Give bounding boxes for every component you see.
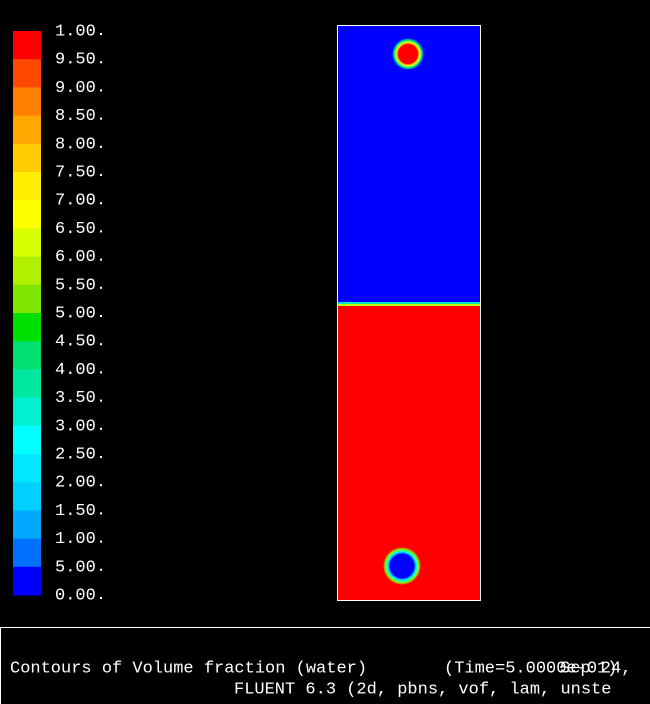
label-dot [100, 286, 102, 289]
colorbar-block [13, 369, 41, 399]
colorbar-block [13, 425, 41, 455]
footer-time: (Time=5.0000e-01) [444, 659, 617, 678]
colorbar-block [13, 256, 41, 286]
colorbar-label: 2.50 [55, 445, 96, 464]
contour-domain [337, 25, 481, 601]
footer-box [0, 627, 650, 704]
colorbar-label: 8.50 [55, 107, 96, 126]
colorbar-label: 3.00 [55, 417, 96, 436]
label-dot [100, 230, 102, 233]
droplet [392, 38, 424, 70]
colorbar-block [13, 397, 41, 427]
label-dot [100, 61, 102, 64]
colorbar-label: 5.50 [55, 276, 96, 295]
label-dot [100, 117, 102, 120]
colorbar-block [13, 482, 41, 511]
label-dot [100, 343, 102, 346]
colorbar-block [13, 510, 41, 540]
colorbar-label: 1.00 [55, 530, 96, 549]
colorbar-block [13, 143, 41, 173]
label-dot [100, 484, 102, 487]
footer-title: Contours of Volume fraction (water) [10, 659, 367, 678]
colorbar-block [13, 566, 41, 596]
label-dot [100, 427, 102, 430]
colorbar-label: 7.00 [55, 192, 96, 211]
label-dot [100, 33, 102, 35]
colorbar-label: 6.50 [55, 220, 96, 239]
domain-border [337, 25, 481, 601]
colorbar-block [13, 313, 41, 342]
colorbar-block [13, 538, 41, 568]
colorbar-block [13, 172, 41, 201]
colorbar-label: 5.00 [55, 558, 96, 577]
colorbar-label: 9.50 [55, 51, 96, 70]
colorbar-block [13, 200, 41, 229]
colorbar-block [13, 59, 41, 88]
colorbar-block [13, 228, 41, 258]
interface [338, 302, 480, 304]
label-dot [100, 145, 102, 148]
colorbar-block [13, 87, 41, 117]
colorbar-label: 1.50 [55, 502, 96, 521]
label-dot [100, 315, 102, 317]
colorbar-label: 4.00 [55, 361, 96, 380]
colorbar-label: 7.50 [55, 163, 96, 182]
colorbar-label: 6.00 [55, 248, 96, 267]
air-region [338, 26, 480, 303]
label-dot [100, 512, 102, 515]
label-dot [100, 371, 102, 374]
colorbar-block [13, 31, 41, 60]
label-dot [100, 456, 102, 458]
footer-date: Sep 24, [560, 659, 631, 678]
label-dot [100, 258, 102, 261]
label-dot [100, 89, 102, 92]
colorbar-block [13, 454, 41, 483]
label-dot [100, 202, 102, 205]
label-dot [100, 174, 102, 176]
colorbar-label: 1.00 [55, 22, 96, 41]
colorbar-label: 2.00 [55, 474, 96, 493]
footer-info: FLUENT 6.3 (2d, pbns, vof, lam, unste [234, 680, 611, 699]
colorbar-label: 3.50 [55, 389, 96, 408]
label-dot [100, 568, 102, 571]
colorbar-block [13, 341, 41, 370]
colorbar-label: 8.00 [55, 135, 96, 154]
colorbar-label: 9.00 [55, 79, 96, 98]
label-dot [100, 540, 102, 543]
interface [338, 304, 480, 306]
colorbar-label: 4.50 [55, 333, 96, 352]
colorbar-label: 5.00 [55, 304, 96, 323]
label-dot [100, 399, 102, 402]
colorbar-block [13, 115, 41, 145]
bubble [383, 547, 421, 585]
colorbar-label: 0.00 [55, 586, 96, 605]
colorbar-block [13, 284, 41, 314]
label-dot [100, 597, 102, 599]
colorbar: 1.00 9.50 9.00 8.50 8.00 7.50 7.00 6.50 6.00 5.50… [13, 22, 102, 605]
